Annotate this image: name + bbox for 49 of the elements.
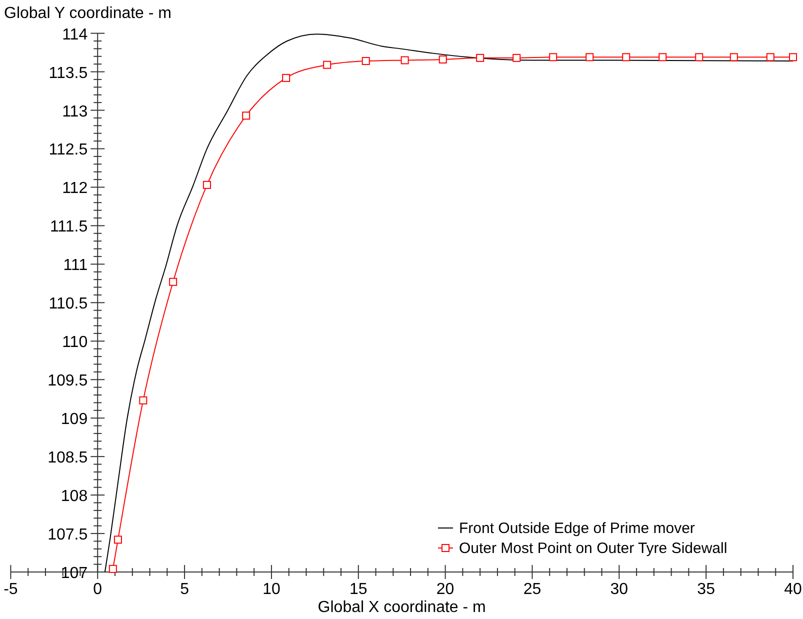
- x-tick-label: 35: [697, 581, 716, 598]
- point: [139, 396, 148, 404]
- point: [622, 53, 630, 62]
- point: [730, 53, 738, 62]
- legend-label: Outer Most Point on Outer Tyre Sidewall: [459, 540, 728, 557]
- y-tick-label: 111: [63, 257, 88, 274]
- point: [202, 180, 211, 189]
- point: [512, 54, 521, 62]
- x-tick-label: 20: [436, 581, 454, 598]
- x-tick-label: 30: [610, 581, 628, 598]
- point: [323, 60, 332, 69]
- x-axis-title: Global X coordinate - m: [318, 599, 486, 616]
- point: [242, 112, 250, 120]
- y-tick-label: 109.5: [48, 372, 88, 390]
- y-tick-label: 111.5: [50, 218, 88, 236]
- legend-label: Front Outside Edge of Prime mover: [459, 520, 695, 537]
- point: [400, 56, 409, 64]
- point: [108, 564, 117, 573]
- point: [282, 74, 290, 82]
- x-tick-label: 10: [262, 581, 280, 598]
- y-tick-label: 110.5: [48, 296, 88, 313]
- x-tick-label: 25: [523, 581, 542, 598]
- y-tick-label: 114: [62, 26, 88, 44]
- point: [658, 53, 667, 62]
- x-tick-label: 0: [93, 581, 102, 598]
- y-tick-label: 113.5: [48, 64, 88, 82]
- y-tick-label: 113: [62, 103, 88, 120]
- y-tick-label: 112: [62, 180, 88, 198]
- y-axis-title: Global Y coordinate - m: [4, 5, 172, 22]
- point: [114, 536, 122, 544]
- x-tick-label: -5: [4, 581, 18, 598]
- point: [766, 53, 774, 62]
- x-tick-label: 5: [180, 581, 190, 598]
- x-tick-label: 40: [784, 581, 802, 598]
- y-tick-label: 112.5: [48, 142, 88, 159]
- x-tick-label: 15: [349, 581, 368, 598]
- y-tick-label: 108: [60, 488, 88, 506]
- y-tick-label: 109: [60, 411, 88, 428]
- y-tick-label: 108.5: [48, 450, 88, 467]
- point: [476, 54, 484, 62]
- point: [789, 53, 797, 62]
- point: [362, 57, 370, 66]
- y-tick-label: 110: [62, 334, 88, 352]
- point: [169, 278, 178, 286]
- y-tick-label: 107.5: [48, 526, 88, 544]
- point: [438, 55, 447, 64]
- point: [695, 53, 704, 62]
- point: [549, 53, 558, 62]
- point: [586, 53, 594, 62]
